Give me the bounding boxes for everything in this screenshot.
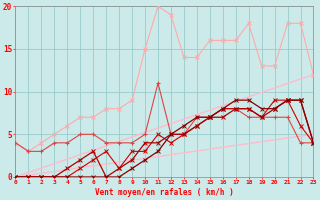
X-axis label: Vent moyen/en rafales ( km/h ): Vent moyen/en rafales ( km/h ) xyxy=(95,188,234,197)
